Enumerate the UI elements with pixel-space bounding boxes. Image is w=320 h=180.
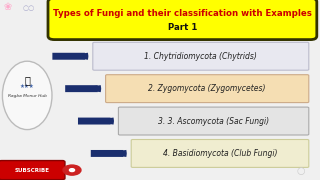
Text: ○: ○ <box>297 166 305 176</box>
Ellipse shape <box>3 61 52 130</box>
Circle shape <box>69 169 75 172</box>
Text: ❀: ❀ <box>3 2 11 12</box>
Text: 4. Basidiomycota (Club Fungi): 4. Basidiomycota (Club Fungi) <box>163 149 277 158</box>
FancyBboxPatch shape <box>48 0 317 40</box>
Text: 🎓: 🎓 <box>24 75 30 85</box>
FancyBboxPatch shape <box>118 107 309 135</box>
FancyBboxPatch shape <box>0 161 65 180</box>
Circle shape <box>63 165 81 175</box>
FancyBboxPatch shape <box>131 140 309 167</box>
Text: ○○: ○○ <box>22 5 35 11</box>
Text: 1. Chytridiomycota (Chytrids): 1. Chytridiomycota (Chytrids) <box>144 52 257 61</box>
Text: SUBSCRIBE: SUBSCRIBE <box>14 168 50 173</box>
FancyBboxPatch shape <box>106 75 309 103</box>
FancyBboxPatch shape <box>93 42 309 70</box>
Text: Types of Fungi and their classification with Examples: Types of Fungi and their classification … <box>53 9 312 18</box>
Text: 3. 3. Ascomycota (Sac Fungi): 3. 3. Ascomycota (Sac Fungi) <box>158 117 269 126</box>
Text: ★★★: ★★★ <box>20 84 35 89</box>
Text: 2. Zygomycota (Zygomycetes): 2. Zygomycota (Zygomycetes) <box>148 84 266 93</box>
Text: Part 1: Part 1 <box>168 23 197 32</box>
Text: Ragba Monur Hub: Ragba Monur Hub <box>8 94 47 98</box>
